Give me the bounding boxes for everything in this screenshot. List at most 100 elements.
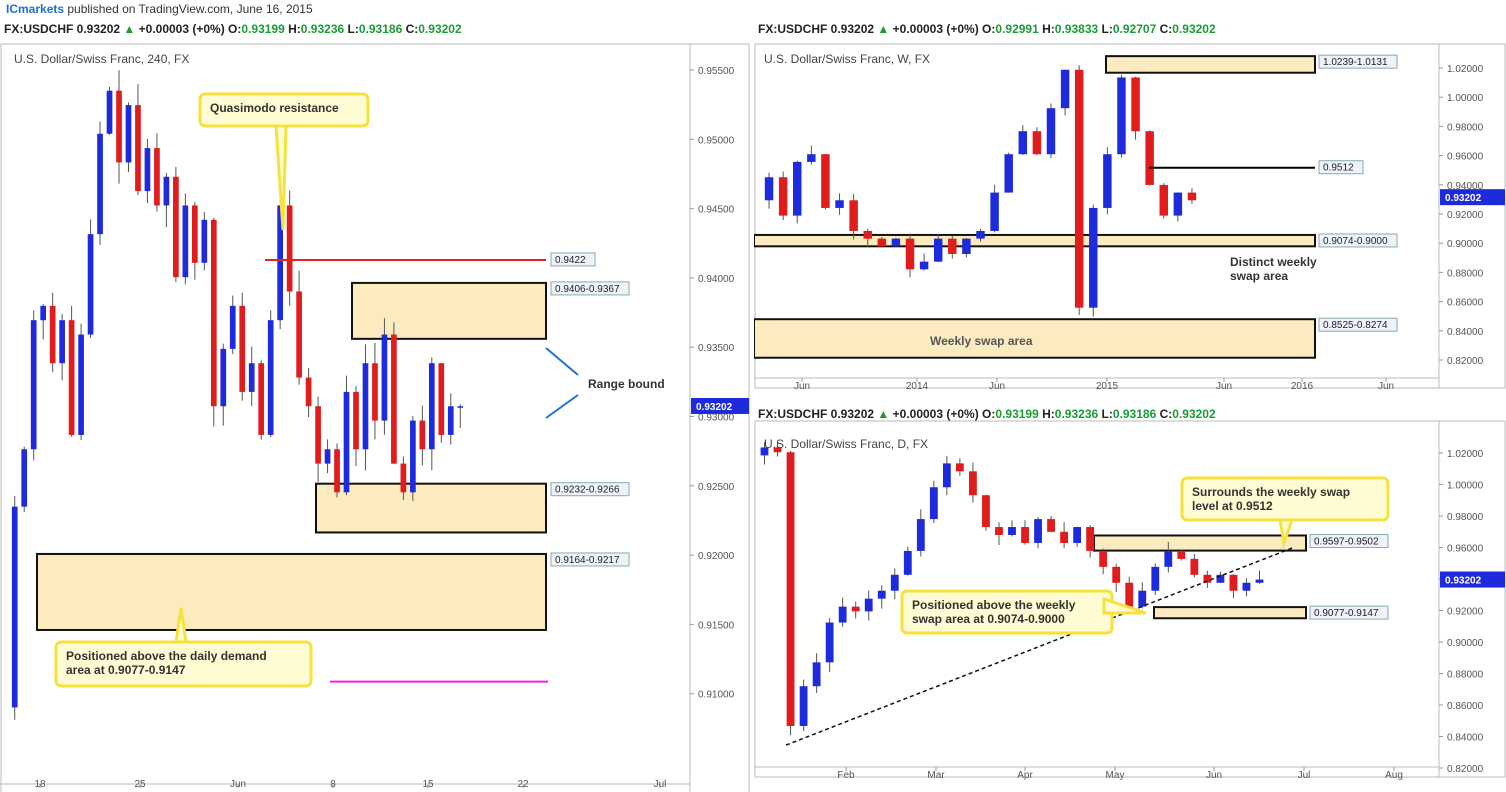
candle-bear [1086, 527, 1095, 551]
candle-bull [428, 363, 435, 450]
zone-label: 0.8525-0.8274 [1323, 320, 1388, 331]
y-tick-label: 0.94500 [698, 205, 735, 216]
candle-bear [1190, 558, 1199, 575]
candle-bull [97, 133, 103, 235]
candle-bull [21, 449, 28, 507]
chart-frame [754, 420, 1506, 778]
candle-bull [1255, 579, 1264, 583]
callout-weekly-swap-level-text: Surrounds the weekly swap [1192, 485, 1350, 499]
x-tick-label: 2016 [1291, 381, 1314, 392]
zone-label-box [1309, 533, 1389, 548]
candle-bull [760, 447, 769, 456]
zone-label-box [550, 482, 630, 497]
chart-panel-daily[interactable]: FX:USDCHF 0.93202 ▲ +0.00003 (+0%) O:0.9… [754, 403, 1506, 792]
candle-bear [419, 420, 426, 450]
y-tick-label: 1.02000 [1447, 64, 1484, 75]
x-tick-label: 2014 [906, 381, 929, 392]
y-tick-label: 0.88000 [1447, 670, 1484, 681]
candle-bull [976, 230, 985, 239]
change-weekly: +0.00003 (+0%) [892, 22, 979, 36]
y-tick-label: 0.92000 [698, 551, 735, 562]
candle-bear [982, 495, 990, 528]
price-tag-label: 0.93202 [696, 402, 733, 413]
chart-svg-h4[interactable]: 0.95500 0.95000 0.94500 0.94000 0.93500 0.930… [0, 18, 750, 792]
chart-title-weekly: U.S. Dollar/Swiss Franc, W, FX [764, 52, 931, 66]
candle-bear [1074, 69, 1084, 308]
candle-bear [258, 363, 265, 435]
candle-bull [864, 598, 873, 612]
annotation-range-bound: Range bound [588, 377, 665, 391]
x-tick-label: 2015 [1096, 381, 1119, 392]
candle-bull [990, 192, 999, 231]
last-daily: 0.93202 [830, 407, 875, 421]
candle-bear [1145, 131, 1154, 185]
chart-svg-daily[interactable]: 1.020001.000000.980000.960000.940000.920… [754, 403, 1506, 792]
zone-label: 0.9077-0.9147 [1314, 608, 1379, 619]
y-tick-label: 0.94000 [698, 274, 735, 285]
zone-label-box [1318, 317, 1398, 332]
candle-bear [438, 363, 445, 435]
ohlc-bar-weekly: FX:USDCHF 0.93202 ▲ +0.00003 (+0%) O:0.9… [758, 22, 1216, 36]
candle-bear [1112, 566, 1121, 583]
callout-daily-demand-pointer [174, 607, 188, 644]
candle-bear [1187, 192, 1197, 201]
zone-label-box [1318, 233, 1398, 248]
candle-bull [916, 519, 925, 551]
y-tick-label: 0.95000 [698, 135, 735, 146]
x-tick-label: Jun [794, 381, 810, 392]
candle-bull [1046, 108, 1056, 155]
publisher-name[interactable]: ICmarkets [6, 2, 65, 16]
chart-frame [0, 43, 750, 792]
candle-bull [919, 261, 929, 270]
price-tag-label: 0.93202 [1445, 576, 1482, 587]
candle-bear [995, 527, 1003, 536]
supply-demand-zone [36, 552, 547, 631]
supply-demand-zone [1153, 606, 1307, 620]
y-tick-label: 0.92500 [698, 482, 735, 493]
zone-label-box [550, 281, 630, 296]
candle-bull [1073, 527, 1082, 543]
zone-label-box [550, 552, 630, 567]
callout-daily-demand-text: area at 0.9077-0.9147 [66, 663, 186, 677]
candle-bull [1151, 566, 1160, 591]
candle-bear [1177, 550, 1186, 559]
annotation-distinct-weekly: Distinct weekly [1230, 255, 1317, 269]
y-tick-label: 0.84000 [1447, 327, 1484, 338]
supply-demand-zone [1105, 55, 1316, 74]
x-tick-label: Aug [1385, 770, 1403, 781]
candle-bull [929, 487, 938, 520]
change-daily: +0.00003 (+0%) [892, 407, 979, 421]
x-tick-label: 25 [134, 779, 146, 790]
candle-bull [201, 219, 208, 263]
x-tick-label: 18 [34, 779, 46, 790]
callout-weekly-swap-level-text: level at 0.9512 [1192, 499, 1273, 513]
x-tick-label: Mar [927, 770, 945, 781]
candle-bull [40, 305, 47, 321]
candle-bear [863, 230, 872, 239]
chart-panel-weekly[interactable]: FX:USDCHF 0.93202 ▲ +0.00003 (+0%) O:0.9… [754, 18, 1506, 403]
candle-bull [229, 305, 236, 349]
candle-bull [1034, 519, 1042, 543]
publish-bar: ICmarkets published on TradingView.com, … [0, 0, 1506, 18]
candle-bear [334, 449, 340, 493]
candle-bull [1060, 69, 1070, 109]
y-tick-label: 0.96000 [1447, 152, 1484, 163]
ohlc-bar-h4: FX:USDCHF 0.93202 ▲ +0.00003 (+0%) O:0.9… [4, 22, 462, 36]
candle-bear [1125, 582, 1134, 607]
candle-bear [821, 154, 830, 208]
zone-label: 0.9074-0.9000 [1323, 236, 1388, 247]
callout-daily-demand-text: Positioned above the daily demand [66, 649, 267, 663]
chart-panel-h4[interactable]: FX:USDCHF 0.93202 ▲ +0.00003 (+0%) O:0.9… [0, 18, 750, 792]
chart-svg-weekly[interactable]: 1.02000 1.00000 0.98000 0.96000 0.94000 0.920… [754, 18, 1506, 403]
candle-bear [1099, 550, 1108, 567]
candle-bull [248, 363, 255, 392]
candle-bull [1173, 192, 1183, 216]
chart-title-daily: U.S. Dollar/Swiss Franc, D, FX [764, 437, 929, 451]
y-tick-label: 0.91500 [698, 620, 735, 631]
supply-demand-zone [1093, 534, 1307, 552]
candle-bull [277, 205, 283, 321]
y-tick-label: 0.92000 [1447, 210, 1484, 221]
candle-bear [786, 452, 795, 727]
candle-bear [1159, 184, 1168, 216]
candle-bear [135, 105, 141, 192]
